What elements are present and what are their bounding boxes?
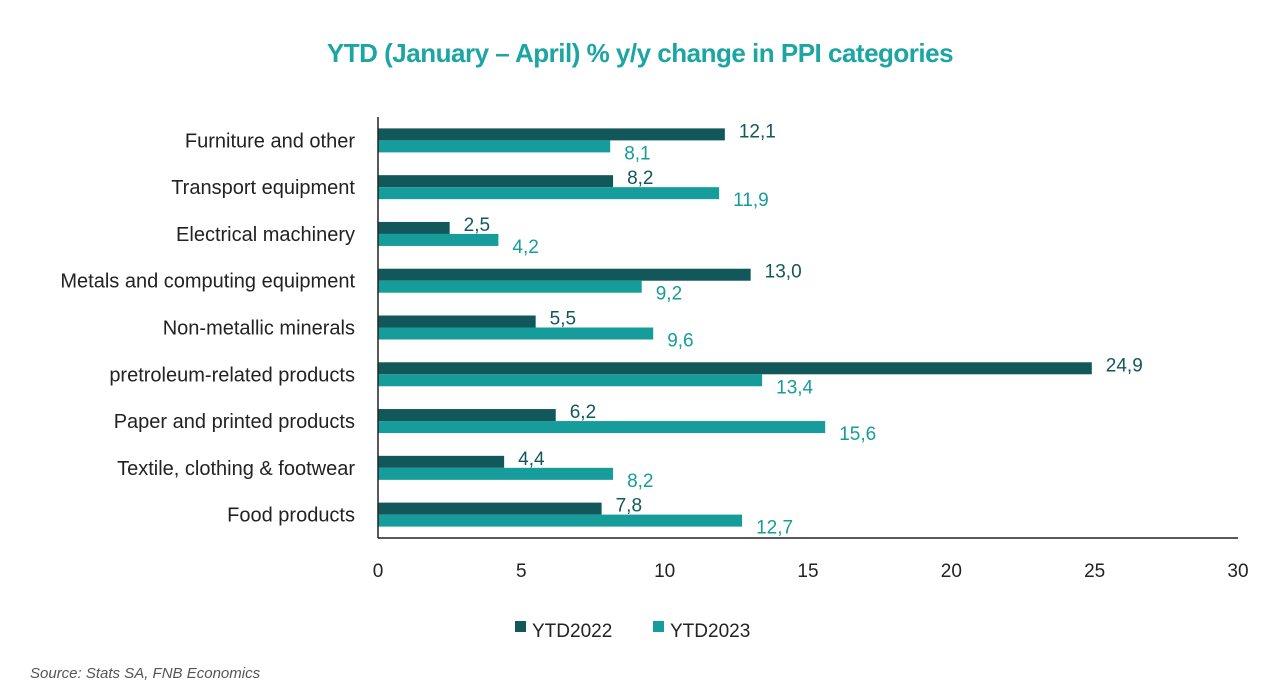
bar-ytd2023	[378, 280, 642, 293]
data-label: 12,1	[739, 121, 776, 142]
category-label: pretroleum-related products	[109, 364, 355, 386]
category-label: Textile, clothing & footwear	[117, 458, 355, 480]
data-label: 9,2	[656, 284, 682, 305]
bar-ytd2023	[378, 233, 499, 246]
category-label: Electrical machinery	[176, 224, 355, 246]
data-label: 8,2	[627, 471, 653, 492]
category-label: Paper and printed products	[114, 411, 355, 433]
bar-ytd2023	[378, 187, 720, 200]
x-tick-label: 10	[654, 561, 675, 582]
bar-ytd2022	[378, 221, 450, 234]
data-label: 24,9	[1106, 355, 1143, 376]
category-label: Transport equipment	[171, 177, 355, 199]
data-label: 4,4	[518, 449, 545, 470]
legend-label: YTD2023	[670, 621, 750, 642]
bar-ytd2022	[378, 502, 602, 515]
legend-swatch-ytd2022	[515, 621, 526, 632]
bar-ytd2023	[378, 140, 611, 153]
x-tick-label: 30	[1227, 561, 1248, 582]
category-label: Non-metallic minerals	[163, 318, 355, 340]
bar-ytd2023	[378, 514, 743, 527]
data-label: 5,5	[550, 309, 576, 330]
bar-ytd2022	[378, 362, 1092, 375]
x-tick-label: 25	[1084, 561, 1105, 582]
data-label: 8,1	[624, 143, 650, 164]
category-label: Metals and computing equipment	[60, 271, 355, 293]
x-tick-label: 15	[797, 561, 818, 582]
legend-swatch-ytd2023	[653, 621, 664, 632]
data-label: 15,6	[839, 424, 876, 445]
data-label: 8,2	[627, 168, 653, 189]
data-label: 13,4	[776, 377, 813, 398]
data-label: 2,5	[464, 215, 490, 236]
category-label: Food products	[227, 505, 355, 527]
legend-label: YTD2022	[532, 621, 612, 642]
data-label: 7,8	[616, 496, 642, 517]
bar-ytd2023	[378, 327, 654, 340]
data-label: 4,2	[512, 237, 538, 258]
chart-title: YTD (January – April) % y/y change in PP…	[326, 38, 954, 68]
data-label: 11,9	[733, 190, 769, 211]
bar-ytd2022	[378, 268, 751, 281]
x-tick-label: 0	[373, 561, 384, 582]
data-label: 9,6	[667, 331, 693, 352]
bar-ytd2022	[378, 175, 614, 188]
x-tick-label: 5	[516, 561, 527, 582]
data-label: 13,0	[765, 262, 802, 283]
bar-ytd2022	[378, 315, 536, 328]
bar-ytd2023	[378, 467, 614, 480]
data-label: 6,2	[570, 402, 596, 423]
bar-ytd2023	[378, 374, 763, 387]
bar-ytd2022	[378, 455, 505, 468]
bar-ytd2022	[378, 128, 725, 141]
data-label: 12,7	[756, 518, 793, 539]
bar-ytd2022	[378, 409, 556, 422]
bar-ytd2023	[378, 421, 826, 434]
x-tick-label: 20	[941, 561, 962, 582]
category-label: Furniture and other	[185, 130, 355, 152]
source-note: Source: Stats SA, FNB Economics	[30, 665, 261, 682]
